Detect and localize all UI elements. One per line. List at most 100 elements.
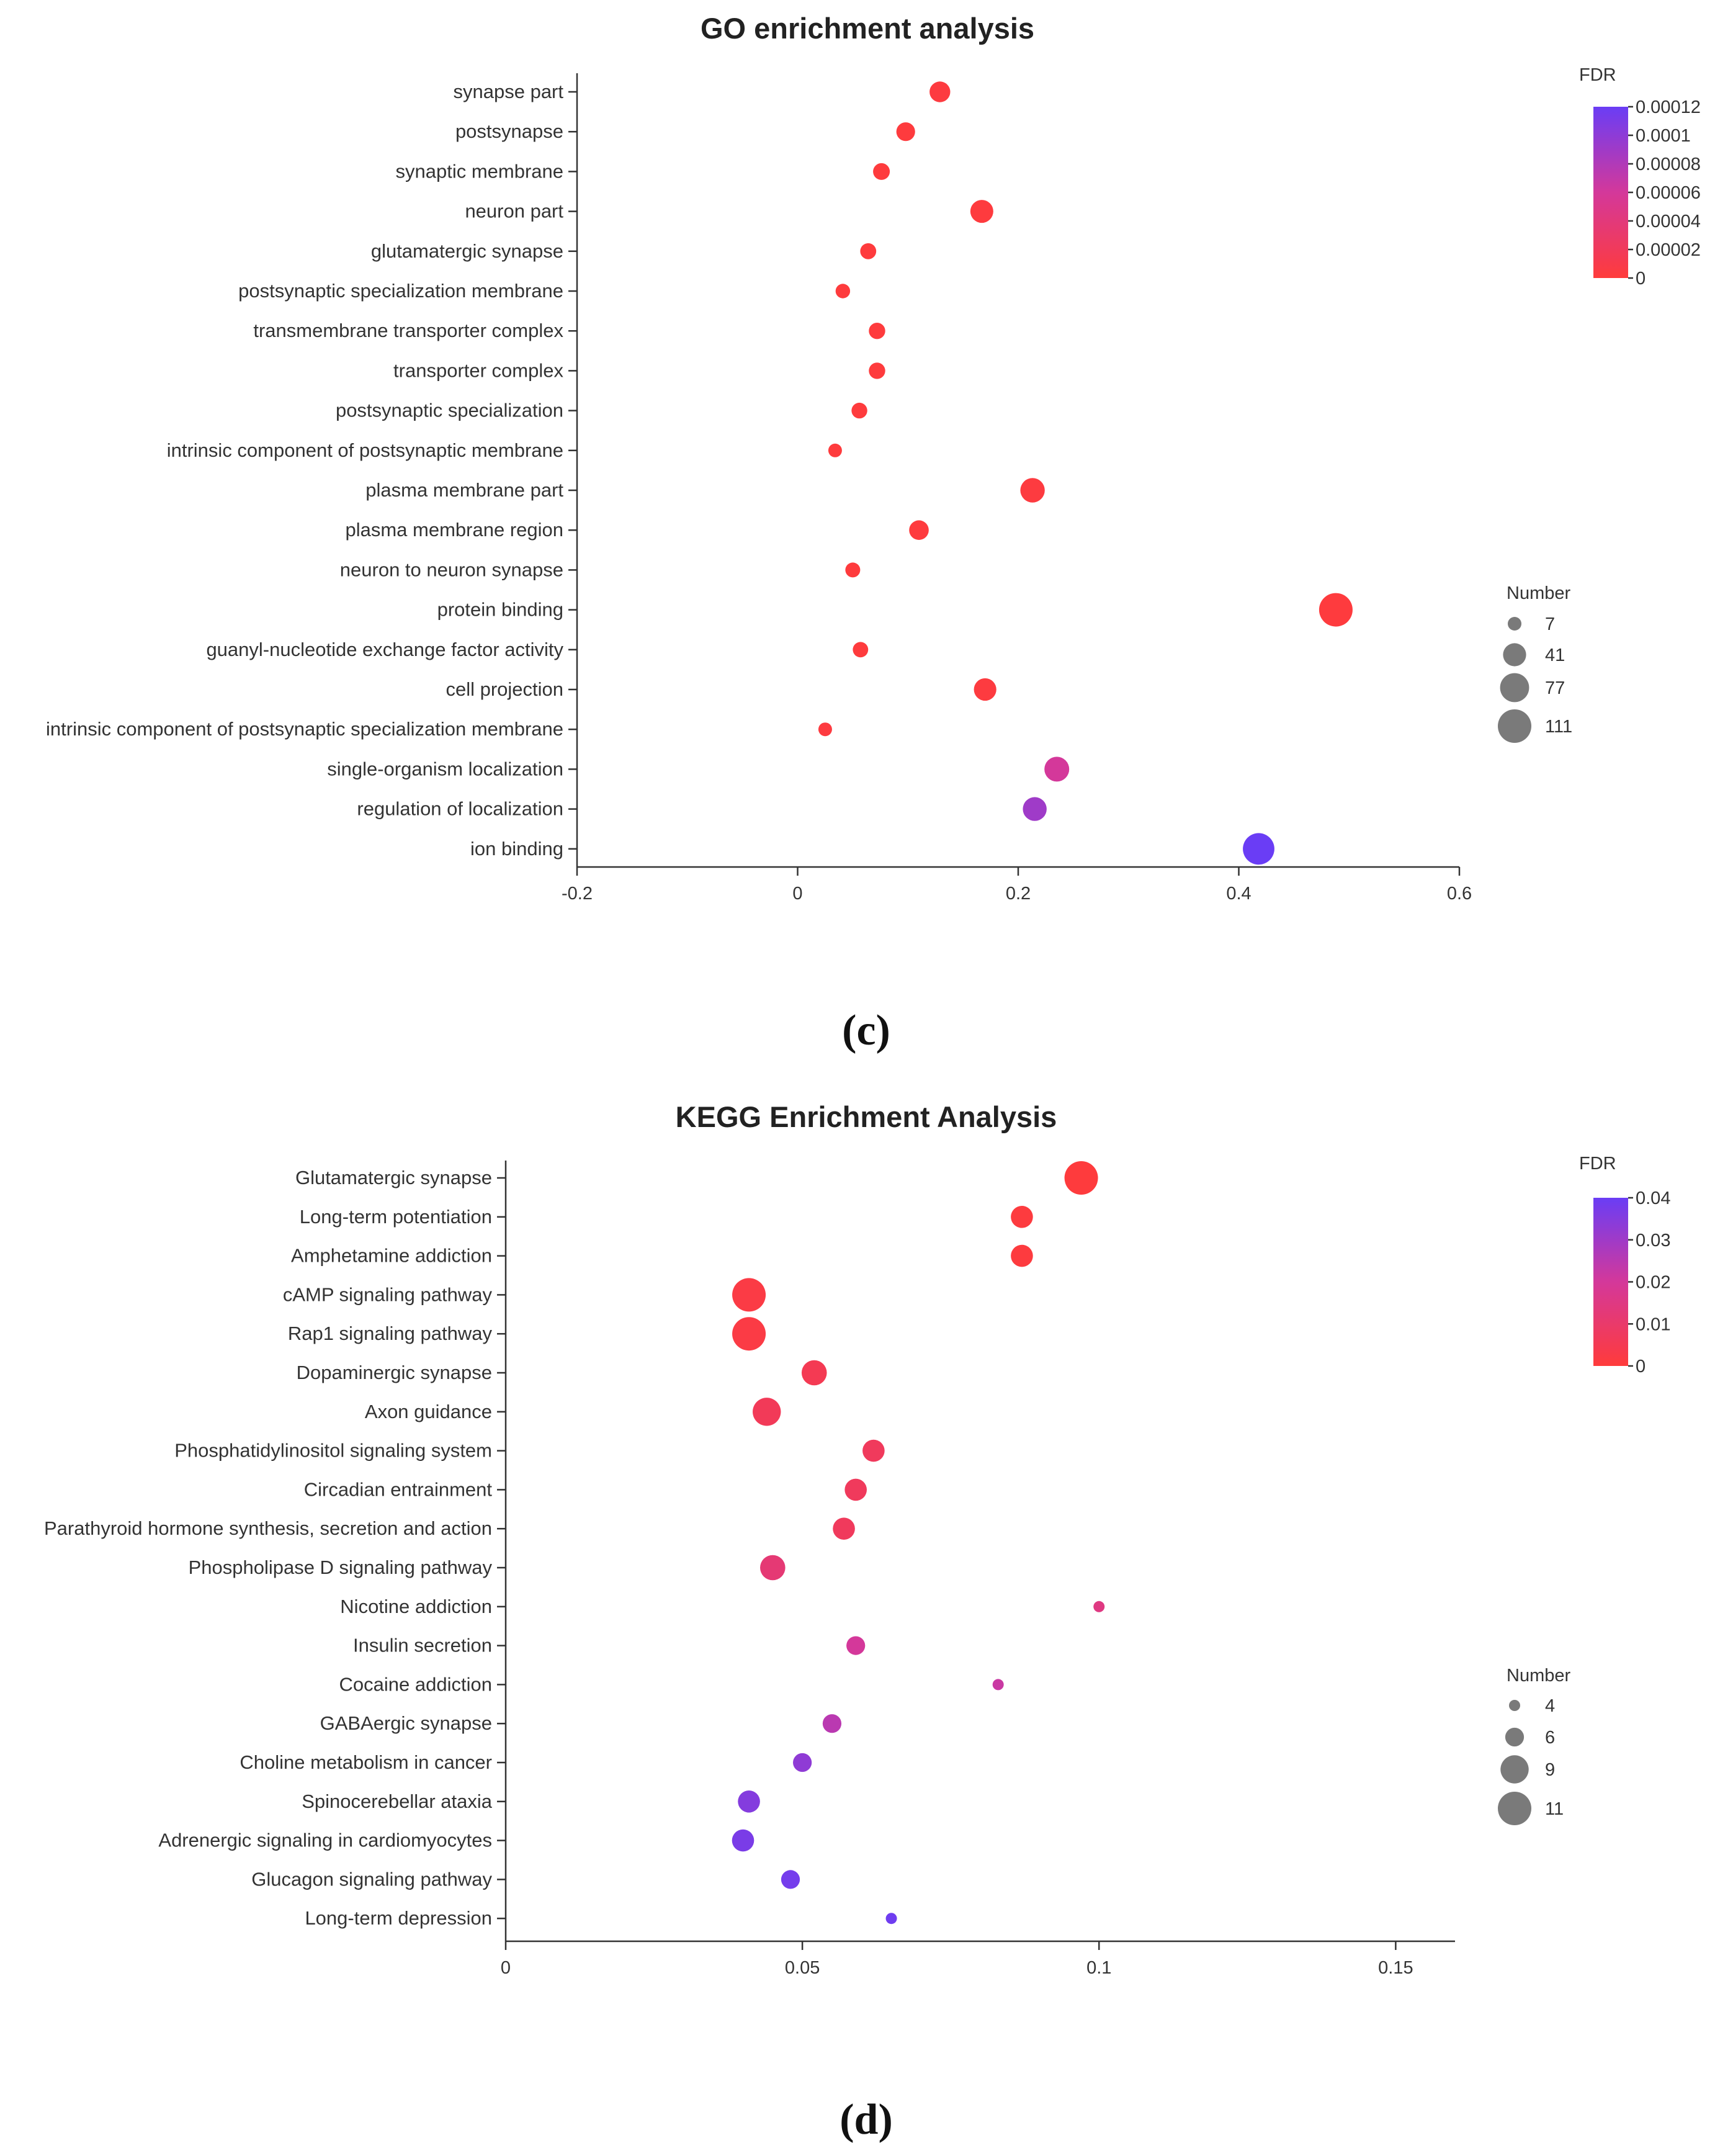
go-fdr-tick-label: 0.00002 — [1636, 240, 1701, 260]
go-data-point[interactable] — [896, 122, 915, 141]
go-fdr-tick-label: 0.00008 — [1636, 155, 1701, 174]
kegg-data-point[interactable] — [732, 1278, 766, 1312]
kegg-data-point[interactable] — [1064, 1161, 1098, 1195]
go-category-label: postsynaptic specialization — [336, 400, 563, 421]
kegg-fdr-tick-label: 0.03 — [1636, 1231, 1670, 1251]
go-fdr-colorbar — [1593, 107, 1628, 278]
go-category-label: synapse part — [454, 81, 564, 102]
go-size-legend-circle — [1500, 673, 1529, 703]
go-category-label: guanyl-nucleotide exchange factor activi… — [206, 639, 563, 660]
kegg-data-point[interactable] — [1011, 1206, 1033, 1228]
go-size-legend-circle — [1498, 709, 1531, 743]
go-category-label: neuron part — [465, 200, 563, 222]
kegg-category-label: Adrenergic signaling in cardiomyocytes — [158, 1830, 492, 1851]
go-data-point[interactable] — [974, 678, 996, 701]
kegg-x-tick-label: 0 — [501, 1958, 511, 1978]
go-size-legend-label: 111 — [1545, 717, 1572, 737]
go-category-label: transmembrane transporter complex — [253, 320, 563, 341]
go-data-point[interactable] — [873, 163, 890, 180]
go-chart-title: GO enrichment analysis — [701, 12, 1034, 45]
go-data-point[interactable] — [1243, 833, 1274, 865]
go-data-point[interactable] — [909, 520, 929, 540]
kegg-data-point[interactable] — [992, 1679, 1004, 1691]
kegg-data-point[interactable] — [862, 1439, 885, 1462]
kegg-chart: KEGG Enrichment Analysis 0 0.05 0.1 0.15 Glu… — [44, 1100, 1670, 2144]
go-data-point[interactable] — [818, 722, 832, 737]
go-category-label: neuron to neuron synapse — [340, 559, 563, 580]
kegg-fdr-tick-label: 0.01 — [1636, 1314, 1670, 1334]
kegg-size-legend-label: 11 — [1545, 1799, 1564, 1819]
kegg-category-label: Long-term depression — [305, 1907, 492, 1929]
go-size-legend-title: Number — [1507, 583, 1570, 603]
go-fdr-tick-label: 0.00012 — [1636, 97, 1701, 117]
kegg-data-point[interactable] — [885, 1913, 897, 1925]
go-category-label: postsynaptic specialization membrane — [238, 280, 563, 302]
go-data-point[interactable] — [853, 642, 869, 658]
go-data-point[interactable] — [1319, 593, 1353, 627]
kegg-fdr-legend: FDR 0.04 0.03 0.02 0.01 0 — [1579, 1154, 1670, 1377]
kegg-fdr-tick-label: 0 — [1636, 1357, 1646, 1377]
kegg-data-point[interactable] — [846, 1636, 866, 1655]
kegg-category-label: Spinocerebellar ataxia — [302, 1790, 493, 1812]
kegg-x-tick-label: 0.05 — [785, 1958, 820, 1978]
go-data-point[interactable] — [970, 200, 993, 223]
kegg-data-point[interactable] — [781, 1870, 800, 1889]
go-x-tick-label: 0.4 — [1226, 884, 1251, 904]
go-data-point[interactable] — [1020, 478, 1045, 503]
go-x-tick-label: 0.6 — [1447, 884, 1472, 904]
kegg-size-legend-title: Number — [1507, 1666, 1570, 1686]
kegg-data-point[interactable] — [801, 1360, 827, 1386]
go-category-label: synaptic membrane — [395, 160, 563, 182]
kegg-category-label: Parathyroid hormone synthesis, secretion… — [44, 1517, 492, 1539]
kegg-data-point[interactable] — [753, 1398, 781, 1426]
go-data-point[interactable] — [828, 443, 842, 457]
go-category-label: regulation of localization — [357, 798, 563, 820]
kegg-size-legend-label: 6 — [1545, 1728, 1555, 1748]
kegg-data-point[interactable] — [1093, 1601, 1105, 1612]
kegg-category-label: Long-term potentiation — [300, 1206, 492, 1228]
go-size-legend-circle — [1503, 643, 1526, 667]
go-category-label: intrinsic component of postsynaptic spec… — [46, 718, 563, 740]
kegg-category-label: GABAergic synapse — [320, 1712, 492, 1734]
go-fdr-tick-label: 0 — [1636, 269, 1646, 289]
go-data-point[interactable] — [869, 362, 885, 379]
kegg-data-point[interactable] — [1011, 1244, 1033, 1267]
panel-label-d: (d) — [840, 2096, 893, 2144]
go-fdr-legend-title: FDR — [1579, 65, 1616, 85]
go-data-point[interactable] — [835, 284, 851, 299]
kegg-category-label: cAMP signaling pathway — [283, 1283, 493, 1305]
go-data-point[interactable] — [1023, 797, 1047, 821]
kegg-size-legend: Number 4 6 9 11 — [1498, 1666, 1570, 1825]
kegg-chart-title: KEGG Enrichment Analysis — [676, 1100, 1057, 1133]
go-category-label: cell projection — [446, 678, 563, 700]
kegg-category-label: Rap1 signaling pathway — [288, 1323, 493, 1344]
kegg-data-point[interactable] — [732, 1317, 766, 1351]
kegg-data-point[interactable] — [760, 1555, 786, 1581]
kegg-category-label: Glutamatergic synapse — [295, 1167, 492, 1188]
kegg-category-label: Nicotine addiction — [340, 1596, 492, 1617]
kegg-size-legend-circle — [1498, 1792, 1531, 1825]
kegg-data-point[interactable] — [793, 1753, 812, 1772]
go-data-point[interactable] — [929, 81, 951, 102]
kegg-data-point[interactable] — [844, 1478, 867, 1501]
kegg-data-point[interactable] — [732, 1829, 755, 1852]
go-size-legend-circle — [1508, 617, 1521, 631]
kegg-fdr-tick-label: 0.04 — [1636, 1188, 1670, 1208]
kegg-size-legend-circle — [1505, 1727, 1525, 1747]
go-data-point[interactable] — [860, 243, 877, 259]
kegg-data-point[interactable] — [822, 1714, 842, 1733]
go-data-point[interactable] — [851, 402, 867, 419]
go-fdr-tick-label: 0.0001 — [1636, 126, 1691, 146]
kegg-data-point[interactable] — [738, 1790, 760, 1813]
kegg-x-tick-label: 0.15 — [1378, 1958, 1413, 1978]
kegg-size-legend-circle — [1509, 1700, 1520, 1711]
kegg-data-point[interactable] — [833, 1517, 855, 1540]
kegg-x-tick-label: 0.1 — [1086, 1958, 1111, 1978]
go-category-label: intrinsic component of postsynaptic memb… — [167, 439, 563, 461]
go-data-point[interactable] — [1044, 757, 1070, 782]
go-x-tick-label: 0.2 — [1006, 884, 1031, 904]
go-data-point[interactable] — [845, 562, 861, 578]
go-data-point[interactable] — [869, 323, 885, 339]
kegg-category-label: Phospholipase D signaling pathway — [189, 1556, 493, 1578]
